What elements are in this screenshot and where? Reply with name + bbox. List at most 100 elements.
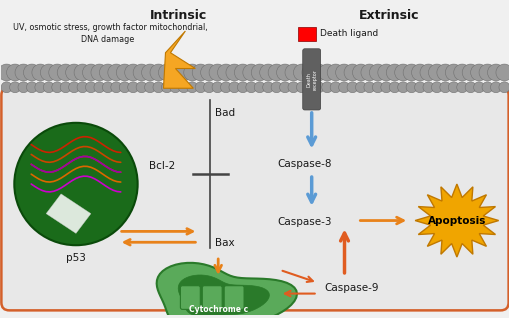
Circle shape xyxy=(69,82,79,93)
Circle shape xyxy=(200,64,217,81)
Circle shape xyxy=(478,64,495,81)
Circle shape xyxy=(251,64,268,81)
Text: p53: p53 xyxy=(66,253,86,263)
Text: Cytochrome c: Cytochrome c xyxy=(188,306,247,315)
Circle shape xyxy=(262,82,273,93)
Circle shape xyxy=(102,82,113,93)
Circle shape xyxy=(338,82,349,93)
Circle shape xyxy=(388,82,400,93)
Circle shape xyxy=(217,64,234,81)
Circle shape xyxy=(43,82,54,93)
Circle shape xyxy=(0,64,15,81)
FancyBboxPatch shape xyxy=(180,286,200,309)
Circle shape xyxy=(32,64,49,81)
Circle shape xyxy=(453,64,470,81)
Text: Death
receptor: Death receptor xyxy=(306,69,317,90)
Circle shape xyxy=(57,64,74,81)
Circle shape xyxy=(195,82,206,93)
Circle shape xyxy=(166,64,183,81)
Circle shape xyxy=(346,82,357,93)
Circle shape xyxy=(119,82,130,93)
Circle shape xyxy=(245,82,256,93)
Circle shape xyxy=(447,82,458,93)
Circle shape xyxy=(225,64,242,81)
Circle shape xyxy=(183,64,200,81)
Circle shape xyxy=(110,82,122,93)
Polygon shape xyxy=(178,275,269,316)
Circle shape xyxy=(1,82,12,93)
Circle shape xyxy=(344,64,360,81)
Circle shape xyxy=(309,64,327,81)
Circle shape xyxy=(51,82,63,93)
Circle shape xyxy=(394,64,411,81)
Circle shape xyxy=(40,64,57,81)
Circle shape xyxy=(481,82,492,93)
Circle shape xyxy=(14,123,137,245)
Circle shape xyxy=(125,64,142,81)
Circle shape xyxy=(329,82,341,93)
FancyBboxPatch shape xyxy=(302,49,320,110)
Circle shape xyxy=(369,64,385,81)
Circle shape xyxy=(360,64,377,81)
Circle shape xyxy=(209,64,225,81)
Circle shape xyxy=(372,82,383,93)
Circle shape xyxy=(288,82,298,93)
Circle shape xyxy=(259,64,276,81)
Polygon shape xyxy=(156,263,296,318)
Circle shape xyxy=(301,64,318,81)
Circle shape xyxy=(94,82,105,93)
Circle shape xyxy=(279,82,290,93)
Circle shape xyxy=(397,82,408,93)
Circle shape xyxy=(60,82,71,93)
Circle shape xyxy=(385,64,403,81)
Circle shape xyxy=(144,82,155,93)
Circle shape xyxy=(490,82,500,93)
Circle shape xyxy=(161,82,172,93)
Text: UV, osmotic stress, growth factor mitochondrial,: UV, osmotic stress, growth factor mitoch… xyxy=(13,23,208,32)
Text: DNA damage: DNA damage xyxy=(81,35,134,44)
Circle shape xyxy=(318,64,335,81)
FancyBboxPatch shape xyxy=(2,87,507,310)
Circle shape xyxy=(464,82,475,93)
Circle shape xyxy=(242,64,259,81)
Text: Intrinsic: Intrinsic xyxy=(150,9,207,22)
Circle shape xyxy=(293,64,310,81)
Circle shape xyxy=(99,64,116,81)
Circle shape xyxy=(498,82,509,93)
Polygon shape xyxy=(163,31,195,88)
Circle shape xyxy=(7,64,23,81)
Circle shape xyxy=(327,64,344,81)
Circle shape xyxy=(271,82,281,93)
FancyBboxPatch shape xyxy=(224,286,244,309)
Circle shape xyxy=(192,64,209,81)
Text: Caspase-3: Caspase-3 xyxy=(277,217,332,227)
Circle shape xyxy=(133,64,150,81)
Circle shape xyxy=(402,64,419,81)
Circle shape xyxy=(419,64,436,81)
FancyBboxPatch shape xyxy=(202,286,222,309)
Circle shape xyxy=(377,64,394,81)
Circle shape xyxy=(66,64,82,81)
Polygon shape xyxy=(414,184,498,257)
Circle shape xyxy=(116,64,133,81)
Circle shape xyxy=(428,64,444,81)
Circle shape xyxy=(35,82,46,93)
Circle shape xyxy=(169,82,181,93)
Polygon shape xyxy=(46,194,91,233)
Text: Death ligand: Death ligand xyxy=(319,30,377,38)
Circle shape xyxy=(363,82,374,93)
Circle shape xyxy=(431,82,441,93)
Circle shape xyxy=(296,82,307,93)
Circle shape xyxy=(15,64,32,81)
Circle shape xyxy=(142,64,158,81)
Circle shape xyxy=(175,64,192,81)
Circle shape xyxy=(91,64,107,81)
Circle shape xyxy=(461,64,478,81)
Circle shape xyxy=(178,82,189,93)
Circle shape xyxy=(229,82,239,93)
Text: Apoptosis: Apoptosis xyxy=(427,216,485,225)
Circle shape xyxy=(411,64,428,81)
Circle shape xyxy=(444,64,461,81)
Circle shape xyxy=(18,82,29,93)
Circle shape xyxy=(436,64,453,81)
